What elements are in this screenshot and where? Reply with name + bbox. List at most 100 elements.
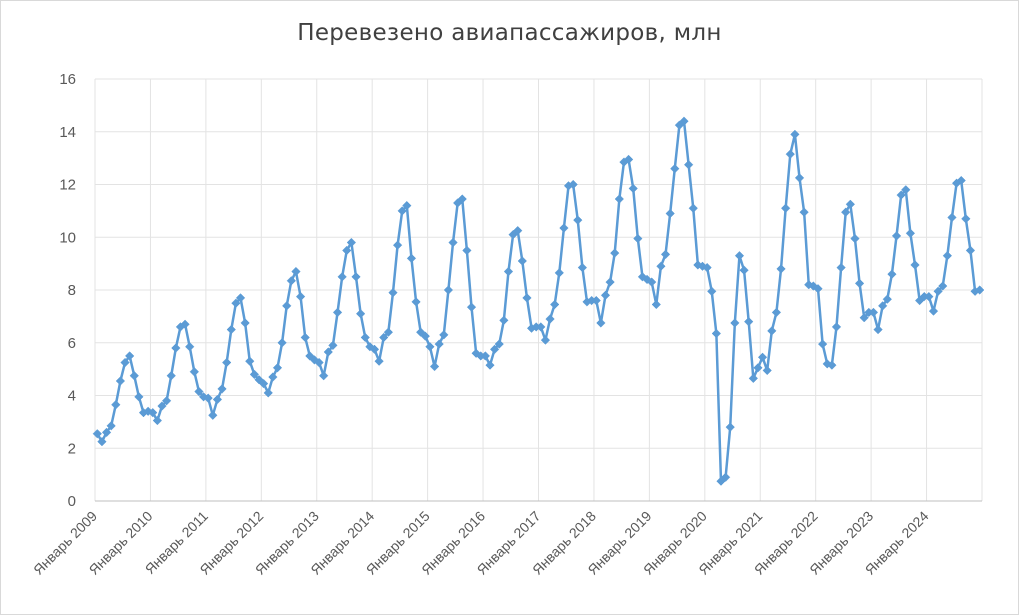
data-point: [651, 299, 661, 310]
data-point: [124, 351, 135, 361]
data-point: [272, 363, 283, 373]
data-point: [794, 173, 805, 183]
data-point: [309, 355, 320, 365]
data-point: [513, 226, 523, 236]
data-point: [600, 290, 611, 300]
data-point: [245, 356, 255, 366]
data-point: [194, 386, 204, 397]
data-point: [161, 396, 172, 406]
data-point: [577, 262, 588, 273]
data-point: [711, 328, 722, 339]
data-point: [817, 339, 828, 349]
data-point: [314, 357, 324, 368]
data-point: [573, 215, 583, 225]
y-tick-label: 14: [59, 124, 76, 141]
data-point: [739, 265, 749, 275]
data-point: [836, 262, 846, 273]
data-point: [217, 384, 227, 394]
data-point: [730, 318, 740, 328]
data-point: [300, 332, 310, 343]
data-point: [965, 245, 976, 256]
data-point: [457, 194, 467, 204]
data-point: [901, 185, 911, 195]
data-point: [439, 330, 449, 340]
data-point: [277, 338, 287, 348]
data-point: [92, 429, 102, 439]
y-tick-label: 8: [68, 282, 76, 299]
data-point: [665, 208, 675, 219]
data-point: [827, 360, 837, 370]
data-point: [850, 233, 860, 244]
data-point: [605, 277, 615, 287]
data-point: [670, 164, 680, 174]
data-point: [328, 340, 338, 351]
data-point: [494, 339, 504, 349]
data-point: [633, 233, 643, 244]
data-point: [776, 264, 786, 274]
data-point: [462, 245, 472, 256]
data-point: [180, 319, 190, 329]
data-point: [286, 276, 296, 286]
data-point: [942, 251, 953, 261]
data-point: [268, 372, 278, 382]
data-point: [845, 199, 855, 209]
data-point: [628, 183, 638, 194]
data-point: [319, 371, 329, 381]
data-point: [337, 272, 347, 282]
data-point: [614, 194, 624, 204]
data-point: [355, 309, 366, 319]
data-point: [402, 200, 412, 211]
data-point: [854, 278, 865, 289]
data-point: [808, 281, 819, 291]
data-point: [346, 237, 357, 248]
data-point: [254, 375, 264, 385]
data-point: [120, 357, 130, 368]
data-point: [258, 378, 269, 389]
data-point: [767, 326, 777, 336]
data-point: [323, 347, 333, 357]
data-point: [757, 352, 768, 362]
data-point: [550, 299, 560, 310]
data-point: [660, 249, 671, 260]
y-tick-label: 2: [68, 440, 76, 457]
y-tick-label: 6: [68, 335, 76, 352]
data-point: [841, 207, 851, 217]
y-tick-label: 10: [59, 229, 76, 246]
data-point: [111, 400, 121, 410]
data-point: [342, 245, 352, 256]
data-point: [725, 422, 735, 432]
data-point: [540, 335, 551, 345]
data-point: [891, 231, 902, 241]
data-point: [799, 207, 809, 217]
data-point: [933, 286, 943, 296]
data-point: [471, 348, 481, 358]
data-point: [466, 302, 477, 312]
data-point: [961, 214, 971, 224]
data-point: [683, 160, 694, 170]
data-point: [503, 266, 514, 277]
data-point: [882, 294, 892, 304]
data-point: [240, 318, 250, 328]
data-point: [489, 344, 500, 354]
data-point: [591, 295, 601, 306]
data-point: [910, 260, 920, 270]
data-point: [291, 266, 301, 277]
data-point: [152, 415, 163, 426]
data-point: [785, 149, 795, 159]
data-point: [365, 342, 375, 352]
data-point: [744, 316, 754, 327]
chart-title: Перевезено авиапассажиров, млн: [297, 20, 722, 46]
data-point: [878, 301, 888, 311]
data-point: [185, 342, 195, 352]
data-point: [434, 339, 444, 349]
data-point: [212, 394, 223, 405]
data-point: [443, 285, 454, 295]
data-point: [235, 293, 246, 303]
data-point: [282, 301, 292, 311]
data-point: [781, 203, 791, 213]
data-point: [734, 251, 745, 261]
data-point: [868, 307, 879, 318]
data-point: [610, 248, 620, 258]
data-point: [406, 253, 417, 264]
data-point: [924, 291, 934, 302]
